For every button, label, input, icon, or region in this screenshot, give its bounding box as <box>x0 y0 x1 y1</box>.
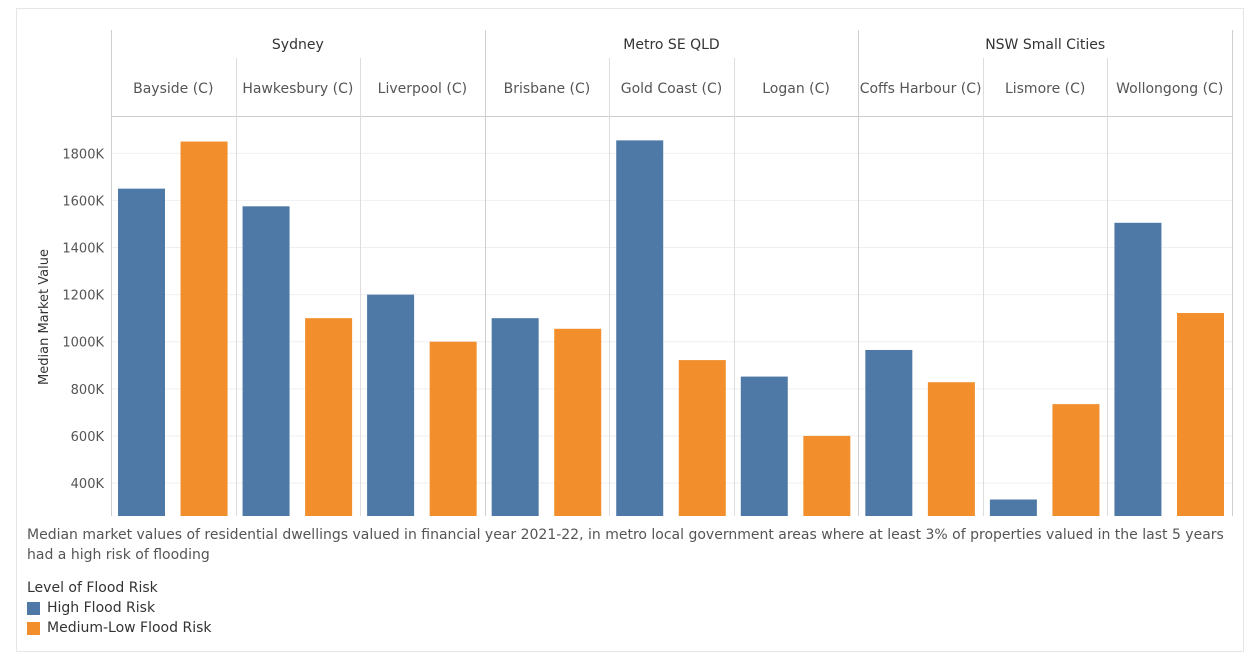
bar-high-flood-risk <box>989 499 1037 516</box>
y-tick-label: 1800K <box>62 147 104 162</box>
category-label: Coffs Harbour (C) <box>860 81 982 97</box>
bar-high-flood-risk <box>118 188 165 517</box>
region-label: NSW Small Cities <box>985 37 1105 53</box>
bar-medium-low-flood-risk <box>803 435 851 516</box>
bar-medium-low-flood-risk <box>180 141 228 516</box>
bar-medium-low-flood-risk <box>1052 404 1100 516</box>
bar-medium-low-flood-risk <box>1177 312 1224 516</box>
bar-medium-low-flood-risk <box>429 341 477 516</box>
legend-swatch-high <box>27 601 40 615</box>
bar-high-flood-risk <box>740 376 788 516</box>
y-tick-label: 800K <box>71 383 105 398</box>
y-tick-label: 600K <box>71 430 105 445</box>
y-axis-title: Median Market Value <box>37 249 52 385</box>
y-tick-label: 1600K <box>62 194 104 209</box>
y-tick-label: 1000K <box>62 336 104 351</box>
y-tick-label: 1400K <box>62 242 104 257</box>
category-label: Gold Coast (C) <box>621 81 723 97</box>
category-label: Bayside (C) <box>133 81 213 97</box>
bar-high-flood-risk <box>616 140 664 516</box>
legend-item-high-flood-risk[interactable]: High Flood Risk <box>27 598 211 618</box>
bar-high-flood-risk <box>367 294 415 516</box>
bar-high-flood-risk <box>242 206 290 517</box>
bar-medium-low-flood-risk <box>554 328 602 516</box>
region-label: Sydney <box>272 37 324 53</box>
legend-swatch-medium-low <box>27 621 40 635</box>
bar-medium-low-flood-risk <box>678 360 726 516</box>
category-label: Logan (C) <box>762 81 830 97</box>
region-label: Metro SE QLD <box>623 37 719 53</box>
chart-caption: Median market values of residential dwel… <box>27 527 1224 563</box>
category-label: Hawkesbury (C) <box>242 81 353 97</box>
category-label: Wollongong (C) <box>1116 81 1223 97</box>
bar-medium-low-flood-risk <box>305 318 353 516</box>
category-label: Brisbane (C) <box>504 81 591 97</box>
legend-title: Level of Flood Risk <box>27 580 158 596</box>
category-label: Lismore (C) <box>1005 81 1085 97</box>
legend: Level of Flood Risk High Flood Risk Medi… <box>27 578 211 638</box>
legend-label-high: High Flood Risk <box>47 600 156 616</box>
legend-label-medium-low: Medium-Low Flood Risk <box>47 620 212 636</box>
chart-frame <box>16 8 1244 652</box>
bar-high-flood-risk <box>491 318 539 516</box>
bar-high-flood-risk <box>1114 222 1162 516</box>
y-tick-label: 400K <box>71 477 105 492</box>
bar-medium-low-flood-risk <box>927 382 975 516</box>
category-label: Liverpool (C) <box>378 81 467 97</box>
y-tick-label: 1200K <box>62 289 104 304</box>
legend-item-medium-low-flood-risk[interactable]: Medium-Low Flood Risk <box>27 618 211 638</box>
bar-chart: Sydney Metro SE QLD NSW Small Cities Baysid… <box>37 30 1233 517</box>
bar-high-flood-risk <box>865 349 913 516</box>
